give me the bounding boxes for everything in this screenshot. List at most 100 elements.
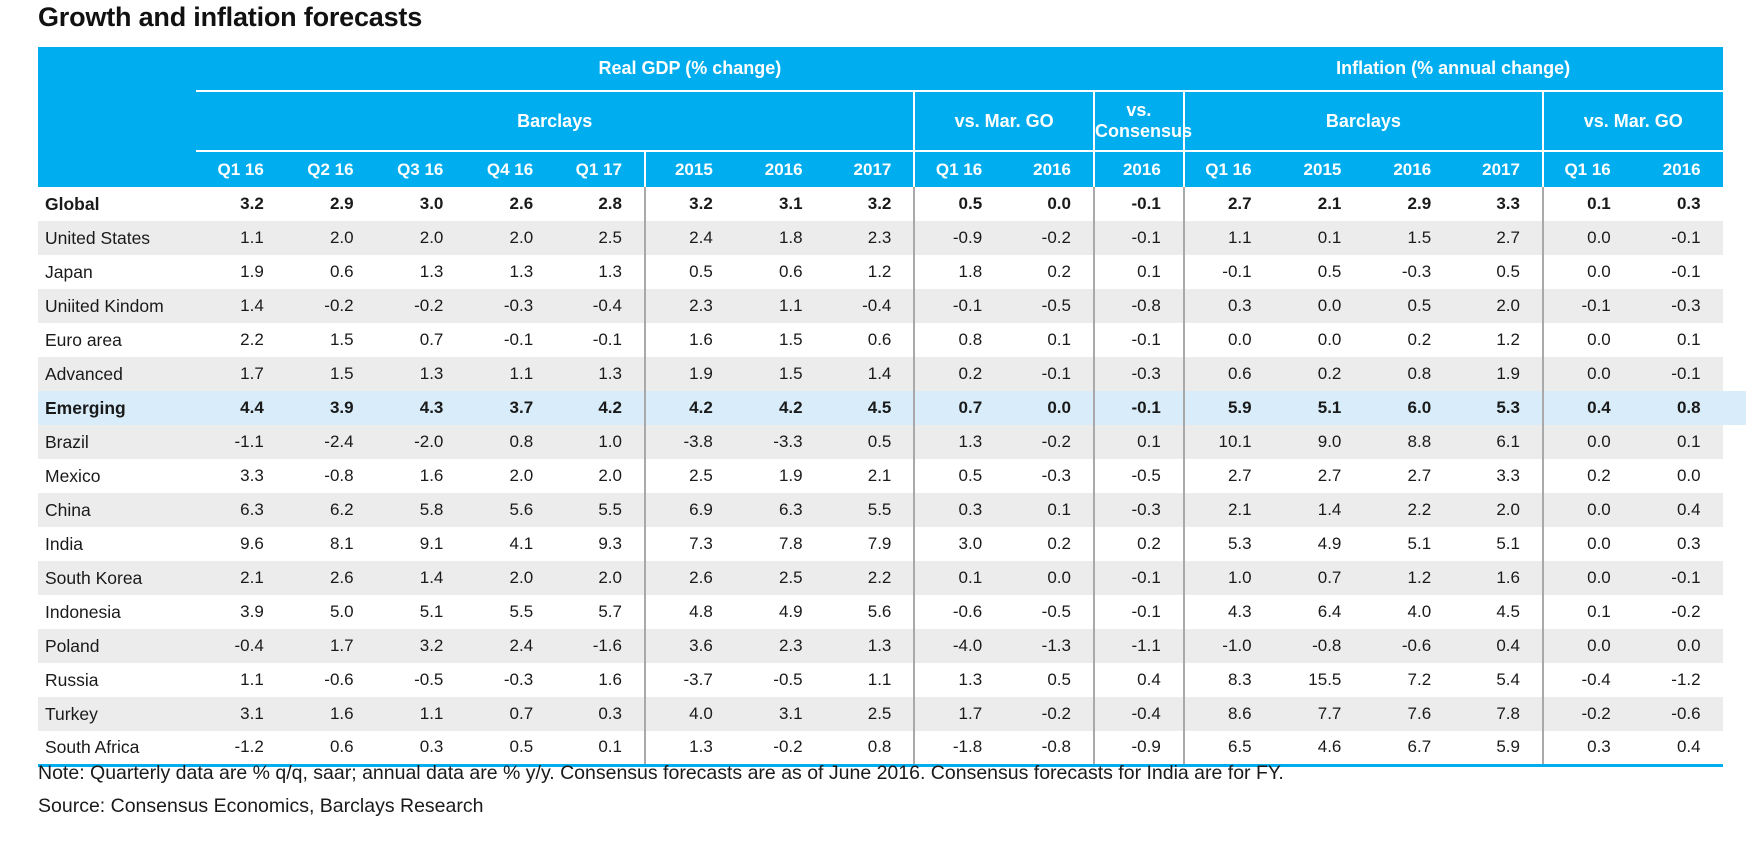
cell: 1.7 bbox=[196, 357, 286, 391]
cell: 1.4 bbox=[1273, 493, 1364, 527]
cell: 0.3 bbox=[375, 731, 466, 765]
cell: -0.2 bbox=[375, 289, 466, 323]
cell: 2.4 bbox=[643, 221, 735, 255]
cell: 2.5 bbox=[734, 561, 825, 595]
cell: -0.3 bbox=[465, 289, 556, 323]
cell: 5.7 bbox=[555, 595, 645, 629]
cell: 0.0 bbox=[1541, 323, 1633, 357]
cell: 0.5 bbox=[1273, 255, 1364, 289]
cell: 3.0 bbox=[913, 527, 1005, 561]
cell: 0.6 bbox=[285, 255, 376, 289]
row-label: Euro area bbox=[38, 323, 196, 357]
cell: 4.2 bbox=[643, 391, 735, 425]
cell: 5.5 bbox=[465, 595, 556, 629]
cell: -0.9 bbox=[913, 221, 1005, 255]
row-label: Russia bbox=[38, 663, 196, 697]
cell: 2.6 bbox=[285, 561, 376, 595]
cell: -0.1 bbox=[1632, 255, 1723, 289]
cell: 2.4 bbox=[465, 629, 556, 663]
cell: 2.7 bbox=[1182, 187, 1274, 221]
cell: 0.1 bbox=[1541, 187, 1633, 221]
cell: 0.0 bbox=[1541, 357, 1633, 391]
cell: 0.0 bbox=[1541, 629, 1633, 663]
group-header-row: Barclays vs. Mar. GO vs. Consensus Barcl… bbox=[38, 91, 1723, 152]
cell: -0.1 bbox=[1092, 187, 1184, 221]
cell: -0.1 bbox=[1092, 561, 1184, 595]
cell: 0.1 bbox=[1632, 425, 1723, 459]
group-gdp-vs-mar-go: vs. Mar. GO bbox=[913, 91, 1094, 152]
cell: 0.5 bbox=[824, 425, 915, 459]
cell: 0.0 bbox=[1541, 561, 1633, 595]
cell: -0.1 bbox=[1092, 391, 1184, 425]
row-label: China bbox=[38, 493, 196, 527]
column-header: 2017 bbox=[1453, 151, 1543, 187]
cell: 1.5 bbox=[285, 357, 376, 391]
cell: 0.5 bbox=[643, 255, 735, 289]
cell: 0.1 bbox=[1273, 221, 1364, 255]
cell: 0.2 bbox=[1004, 255, 1094, 289]
cell: 2.3 bbox=[643, 289, 735, 323]
cell: 0.1 bbox=[1092, 425, 1184, 459]
cell: 0.8 bbox=[1632, 391, 1723, 425]
cell: -0.3 bbox=[1632, 289, 1723, 323]
cell: 7.8 bbox=[1453, 697, 1543, 731]
cell: 7.2 bbox=[1363, 663, 1454, 697]
cell: 1.1 bbox=[734, 289, 825, 323]
cell: 0.4 bbox=[1541, 391, 1633, 425]
cell: 7.8 bbox=[734, 527, 825, 561]
row-label: United States bbox=[38, 221, 196, 255]
cell: 7.6 bbox=[1363, 697, 1454, 731]
cell: 7.9 bbox=[824, 527, 915, 561]
column-header: Q1 16 bbox=[913, 151, 1005, 187]
cell: 0.1 bbox=[1632, 323, 1723, 357]
cell: 0.1 bbox=[1004, 493, 1094, 527]
cell: 1.5 bbox=[1363, 221, 1454, 255]
corner-cell bbox=[38, 151, 196, 187]
cell: 1.3 bbox=[465, 255, 556, 289]
cell: 5.6 bbox=[465, 493, 556, 527]
row-label: Poland bbox=[38, 629, 196, 663]
cell: 6.0 bbox=[1363, 391, 1454, 425]
cell: 3.1 bbox=[734, 697, 825, 731]
cell: 0.2 bbox=[1273, 357, 1364, 391]
cell: 3.2 bbox=[375, 629, 466, 663]
cell: 3.7 bbox=[465, 391, 556, 425]
cell: 5.1 bbox=[375, 595, 466, 629]
cell: 3.3 bbox=[1453, 459, 1543, 493]
table-row: Turkey 3.1 1.6 1.1 0.7 0.3 4.0 3.1 2.5 1.7 -0.2 -0.… bbox=[38, 697, 1723, 731]
cell: -1.0 bbox=[1182, 629, 1274, 663]
row-label: Brazil bbox=[38, 425, 196, 459]
cell: 0.7 bbox=[913, 391, 1005, 425]
cell: 3.3 bbox=[196, 459, 286, 493]
cell: 2.3 bbox=[824, 221, 915, 255]
table-row: Global 3.2 2.9 3.0 2.6 2.8 3.2 3.1 3.2 0.5 0.0 -0.1… bbox=[38, 187, 1723, 221]
cell: 1.6 bbox=[375, 459, 466, 493]
cell: 1.6 bbox=[285, 697, 376, 731]
cell: 0.5 bbox=[913, 459, 1005, 493]
cell: 0.0 bbox=[1004, 391, 1094, 425]
cell: 1.1 bbox=[196, 221, 286, 255]
cell: -0.2 bbox=[285, 289, 376, 323]
cell: 0.6 bbox=[1182, 357, 1274, 391]
cell: 0.0 bbox=[1004, 187, 1094, 221]
cell: -0.2 bbox=[1004, 425, 1094, 459]
cell: 4.3 bbox=[375, 391, 466, 425]
cell: 1.0 bbox=[555, 425, 645, 459]
cell: 0.8 bbox=[1363, 357, 1454, 391]
cell: -1.2 bbox=[1632, 663, 1723, 697]
cell: 0.4 bbox=[1092, 663, 1184, 697]
cell: 1.5 bbox=[285, 323, 376, 357]
cell: 0.0 bbox=[1541, 255, 1633, 289]
cell: 9.0 bbox=[1273, 425, 1364, 459]
table-row: South Korea 2.1 2.6 1.4 2.0 2.0 2.6 2.5 2.2 0.1 0.… bbox=[38, 561, 1723, 595]
cell: -0.9 bbox=[1092, 731, 1184, 765]
cell: 2.7 bbox=[1363, 459, 1454, 493]
cell: 0.3 bbox=[1632, 187, 1723, 221]
cell: 0.0 bbox=[1632, 459, 1723, 493]
cell: 4.8 bbox=[643, 595, 735, 629]
row-label: Advanced bbox=[38, 357, 196, 391]
cell: 0.2 bbox=[1541, 459, 1633, 493]
cell: 0.5 bbox=[1363, 289, 1454, 323]
cell: 2.0 bbox=[1453, 289, 1543, 323]
cell: 0.1 bbox=[1004, 323, 1094, 357]
